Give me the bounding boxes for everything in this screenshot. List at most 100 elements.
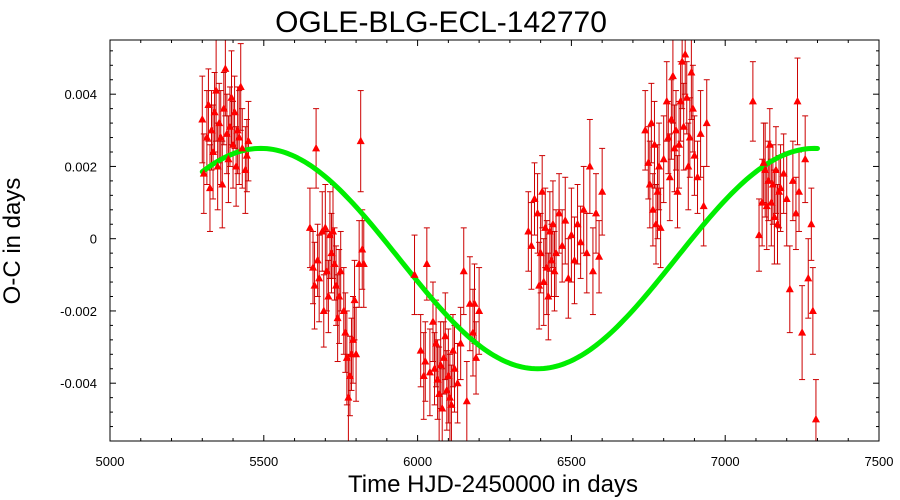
data-point <box>561 216 570 224</box>
data-point <box>445 393 454 401</box>
data-point <box>322 266 331 275</box>
data-point <box>439 353 448 361</box>
data-point <box>685 133 694 141</box>
data-point <box>795 187 804 195</box>
data-point <box>468 328 477 336</box>
data-point <box>470 299 479 307</box>
data-point <box>668 71 677 80</box>
data-point <box>785 284 794 293</box>
data-point <box>647 118 656 127</box>
data-point <box>441 331 450 340</box>
data-point <box>550 266 559 275</box>
error-bars <box>199 40 819 442</box>
data-point <box>422 259 431 267</box>
x-tick-label: 5000 <box>96 454 125 469</box>
y-axis-label: O-C in days <box>0 178 26 305</box>
data-point <box>225 122 234 130</box>
data-point <box>312 143 321 152</box>
data-point <box>536 248 545 257</box>
x-tick-label: 6000 <box>403 454 432 469</box>
data-point <box>447 400 456 408</box>
data-point <box>349 335 358 343</box>
data-point <box>678 57 687 65</box>
data-point <box>352 349 361 358</box>
data-point <box>592 208 601 217</box>
data-point <box>339 306 348 314</box>
data-point <box>690 151 699 159</box>
data-point <box>453 378 462 387</box>
data-point <box>421 357 430 365</box>
data-point <box>313 255 322 264</box>
data-point <box>359 259 368 267</box>
data-point <box>598 187 607 195</box>
data-point <box>344 393 353 401</box>
data-point <box>548 219 557 228</box>
data-point <box>773 219 782 228</box>
data-point <box>791 208 800 217</box>
fit-curve-layer <box>199 145 820 372</box>
data-point <box>765 140 774 148</box>
data-point <box>679 122 688 130</box>
data-point <box>762 201 771 210</box>
data-point <box>230 107 239 116</box>
data-point <box>236 82 245 90</box>
data-point <box>653 187 662 195</box>
data-point <box>665 172 674 181</box>
data-point <box>641 125 650 134</box>
data-point <box>535 281 544 289</box>
y-axis-ticks: -0.004 -0.002 0 0.002 0.004 <box>60 50 879 442</box>
data-point <box>656 223 665 231</box>
data-point <box>216 133 225 141</box>
data-point <box>199 169 208 177</box>
y-tick-label: 0.002 <box>64 159 97 174</box>
data-point <box>327 248 336 257</box>
data-point <box>527 241 536 249</box>
data-point <box>410 270 419 278</box>
data-point <box>545 226 554 235</box>
data-point <box>699 201 708 210</box>
data-point <box>555 208 564 217</box>
data-point <box>435 389 444 398</box>
data-point <box>755 230 764 239</box>
data-point <box>433 375 442 383</box>
data-point <box>210 107 219 116</box>
data-point <box>462 396 471 405</box>
data-point <box>238 143 247 152</box>
data-point <box>305 223 314 231</box>
data-point <box>759 158 768 166</box>
data-point <box>444 371 453 379</box>
data-point <box>673 187 682 195</box>
data-point <box>764 176 773 184</box>
data-point <box>219 104 228 112</box>
data-point <box>345 371 354 379</box>
data-point <box>428 317 437 325</box>
data-point <box>671 125 680 134</box>
x-tick-label: 7000 <box>711 454 740 469</box>
data-point <box>332 281 341 289</box>
y-tick-label: -0.004 <box>60 376 97 391</box>
data-point <box>459 266 468 275</box>
data-point <box>801 154 810 163</box>
data-point <box>333 313 342 322</box>
data-point <box>335 291 344 300</box>
data-point <box>776 183 785 192</box>
data-point <box>670 143 679 152</box>
data-point <box>221 64 230 72</box>
data-point <box>648 205 657 213</box>
data-point <box>310 281 319 289</box>
data-point <box>681 49 690 58</box>
data-point <box>644 158 653 166</box>
data-point <box>524 226 533 235</box>
data-point <box>579 205 588 213</box>
data-point <box>675 140 684 148</box>
data-point <box>233 125 242 134</box>
data-point <box>541 223 550 231</box>
data-point <box>241 165 250 174</box>
data-point <box>212 86 221 94</box>
data-point <box>205 183 214 192</box>
x-axis-ticks: 5000 5500 6000 6500 7000 7500 <box>96 40 893 469</box>
data-point <box>224 154 233 163</box>
x-axis-label: Time HJD-2450000 in days <box>348 471 638 498</box>
data-point <box>456 338 465 347</box>
